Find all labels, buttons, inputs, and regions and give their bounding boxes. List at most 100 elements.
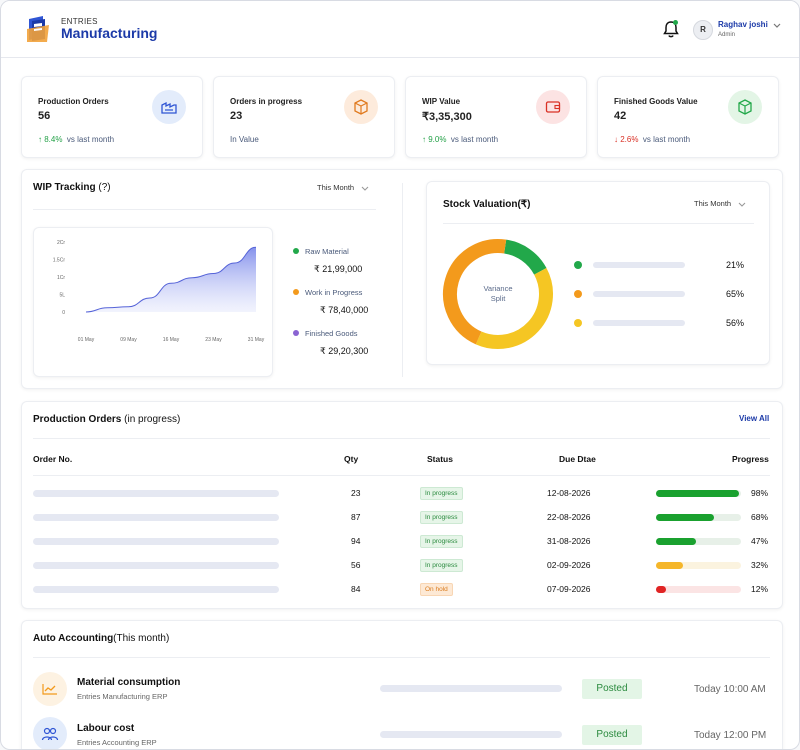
progress-bar (656, 514, 741, 521)
status-badge: On hold (420, 583, 453, 596)
user-name[interactable]: Raghav joshi (718, 20, 768, 29)
kpi-title: WIP Value (422, 97, 461, 106)
status-badge: In progress (420, 487, 463, 500)
divider (33, 475, 770, 476)
auto-accounting-panel (21, 620, 783, 749)
placeholder-bar (380, 731, 562, 738)
legend-label: Work in Progress (305, 288, 363, 297)
accounting-item-source: Entries Manufacturing ERP (77, 692, 168, 701)
kpi-foot-text: vs last month (450, 135, 499, 144)
kpi-delta: ↑ 8.4% (38, 135, 63, 144)
legend-dot-finished-goods (293, 330, 299, 336)
area-fill (86, 247, 256, 312)
chevron-down-icon (738, 202, 746, 207)
kpi-card-production-orders[interactable]: Production Orders 56 ↑ 8.4% vs last mont… (21, 76, 203, 158)
placeholder-bar (593, 320, 685, 326)
kpi-value: ₹3,35,300 (422, 111, 472, 123)
kpi-delta: ↓ 2.6% (614, 135, 639, 144)
legend-dot-work-in-progress (293, 289, 299, 295)
col-status[interactable]: Status (427, 454, 453, 464)
status-badge: In progress (420, 535, 463, 548)
kpi-value: 56 (38, 110, 51, 122)
progress-bar (656, 562, 741, 569)
order-no-placeholder (33, 538, 279, 545)
donut-center-label: Variance Split (483, 284, 513, 303)
placeholder-bar (593, 291, 685, 297)
kpi-card-orders-in-progress[interactable]: Orders in progress 23 In Value (213, 76, 395, 158)
progress-label: 98% (751, 488, 769, 498)
legend-value: ₹ 78,40,000 (320, 305, 369, 315)
kpi-title: Orders in progress (230, 97, 303, 106)
kpi-title: Production Orders (38, 97, 109, 106)
col-due-date[interactable]: Due Dtae (559, 454, 596, 464)
people-icon (33, 717, 67, 749)
orders-title: Production Orders (in progress) (33, 414, 181, 425)
legend-value: ₹ 29,20,300 (320, 346, 369, 356)
cube-icon (728, 90, 762, 124)
stock-title: Stock Valuation(₹) (443, 199, 531, 210)
progress-fill (656, 538, 696, 545)
kpi-value: 23 (230, 110, 243, 122)
wip-area-chart: 2Cr 1.5Cr 1Cr 5L 0 01 May 09 May 16 May 23 May 31… (53, 240, 265, 343)
progress-bar (656, 586, 741, 593)
order-no-placeholder (33, 514, 279, 521)
accounting-item-time: Today 12:00 PM (694, 730, 767, 741)
col-order-no[interactable]: Order No. (33, 454, 73, 464)
top-header: ENTRIES Manufacturing R Raghav joshi Adm… (1, 1, 799, 58)
order-due-date: 31-08-2026 (547, 536, 591, 546)
accounting-item-title: Labour cost (77, 723, 135, 734)
accounting-item-time: Today 10:00 AM (694, 684, 766, 695)
stock-legend-value: 65% (726, 289, 745, 299)
production-orders-panel (21, 401, 783, 609)
order-qty: 94 (351, 536, 361, 546)
wip-period-dropdown[interactable]: This Month (317, 183, 369, 192)
divider (33, 657, 770, 658)
view-all-link[interactable]: View All (739, 414, 770, 423)
order-no-placeholder (33, 490, 279, 497)
stock-period-dropdown[interactable]: This Month (694, 199, 746, 208)
stock-legend-dot (574, 319, 582, 327)
wip-chart-card: 2Cr 1.5Cr 1Cr 5L 0 01 May 09 May 16 May 23 May 31… (33, 227, 273, 377)
y-tick-label: 1.5Cr (53, 258, 66, 264)
x-tick-label: 09 May (120, 337, 137, 343)
user-avatar[interactable]: R (693, 20, 713, 40)
accounting-title: Auto Accounting(This month) (33, 633, 170, 644)
stock-legend-dot (574, 261, 582, 269)
area-line (85, 246, 257, 313)
status-badge: In progress (420, 511, 463, 524)
placeholder-bar (380, 685, 562, 692)
kpi-delta: ↑ 9.0% (422, 135, 447, 144)
progress-label: 12% (751, 584, 769, 594)
order-qty: 23 (351, 488, 361, 498)
order-due-date: 02-09-2026 (547, 560, 591, 570)
order-due-date: 12-08-2026 (547, 488, 591, 498)
notification-bell-icon[interactable] (662, 19, 680, 39)
x-tick-label: 31 May (248, 337, 265, 343)
y-tick-label: 1Cr (57, 275, 65, 281)
kpi-foot-text: vs last month (66, 135, 115, 144)
divider (33, 209, 376, 210)
factory-icon (152, 90, 186, 124)
donut-slice (475, 268, 553, 349)
col-progress[interactable]: Progress (732, 454, 769, 464)
accounting-item-source: Entries Accounting ERP (77, 738, 157, 747)
legend-value: ₹ 21,99,000 (314, 264, 363, 274)
chevron-down-icon[interactable] (773, 23, 781, 29)
legend-dot-raw-material (293, 248, 299, 254)
col-qty[interactable]: Qty (344, 454, 359, 464)
logo-icon (27, 16, 49, 42)
chevron-down-icon (361, 186, 369, 191)
progress-fill (656, 490, 740, 497)
donut-slice (503, 239, 547, 275)
legend-label: Finished Goods (305, 329, 358, 338)
accounting-item-title: Material consumption (77, 677, 181, 688)
user-role: Admin (718, 32, 736, 38)
stock-legend-dot (574, 290, 582, 298)
kpi-card-wip-value[interactable]: WIP Value ₹3,35,300 ↑ 9.0% vs last month (405, 76, 587, 158)
kpi-foot-text: vs last month (642, 135, 691, 144)
wip-title: WIP Tracking (?) (33, 182, 111, 193)
kpi-title: Finished Goods Value (614, 97, 698, 106)
brand-name: Manufacturing (61, 25, 158, 41)
order-qty: 84 (351, 584, 361, 594)
kpi-card-finished-goods[interactable]: Finished Goods Value 42 ↓ 2.6% vs last m… (597, 76, 779, 158)
